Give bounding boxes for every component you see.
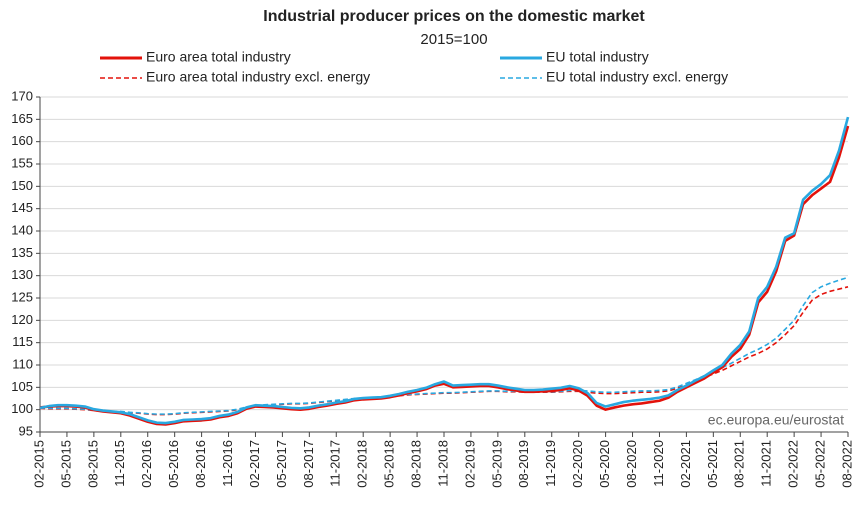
- x-tick-label: 02-2018: [355, 440, 370, 488]
- y-tick-label: 125: [11, 289, 33, 304]
- x-tick-label: 02-2017: [247, 440, 262, 488]
- x-tick-label: 05-2017: [274, 440, 289, 488]
- x-tick-label: 08-2021: [732, 440, 747, 488]
- chart-title: Industrial producer prices on the domest…: [263, 8, 645, 25]
- y-tick-label: 160: [11, 133, 33, 148]
- y-tick-label: 150: [11, 178, 33, 193]
- y-tick-label: 165: [11, 111, 33, 126]
- y-tick-label: 115: [12, 334, 33, 349]
- x-tick-label: 11-2021: [759, 440, 774, 487]
- x-tick-label: 08-2018: [409, 440, 424, 488]
- x-tick-label: 05-2019: [489, 440, 504, 488]
- x-tick-label: 11-2018: [435, 440, 450, 487]
- y-tick-label: 170: [11, 88, 33, 103]
- x-tick-label: 11-2015: [112, 440, 127, 487]
- x-tick-label: 11-2016: [220, 440, 235, 487]
- y-tick-label: 95: [19, 423, 33, 438]
- x-tick-label: 05-2016: [166, 440, 181, 488]
- x-tick-label: 05-2018: [382, 440, 397, 488]
- legend-label: Euro area total industry: [146, 49, 291, 65]
- x-tick-label: 05-2020: [597, 440, 612, 488]
- x-tick-label: 05-2021: [705, 440, 720, 488]
- x-tick-label: 05-2015: [58, 440, 73, 488]
- x-tick-label: 05-2022: [813, 440, 828, 488]
- x-tick-label: 08-2022: [839, 440, 854, 488]
- x-tick-label: 11-2020: [651, 440, 666, 487]
- x-tick-label: 02-2022: [786, 440, 801, 488]
- x-tick-label: 11-2019: [543, 440, 558, 487]
- y-tick-label: 135: [11, 245, 33, 260]
- x-tick-label: 02-2019: [462, 440, 477, 488]
- y-tick-label: 130: [11, 267, 33, 282]
- x-tick-label: 08-2020: [624, 440, 639, 488]
- y-tick-label: 155: [11, 155, 33, 170]
- y-tick-label: 105: [11, 379, 33, 394]
- legend-label: Euro area total industry excl. energy: [146, 69, 370, 85]
- source-label: ec.europa.eu/eurostat: [708, 412, 844, 428]
- legend-label: EU total industry: [546, 49, 649, 65]
- legend-label: EU total industry excl. energy: [546, 69, 728, 85]
- x-tick-label: 08-2016: [193, 440, 208, 488]
- x-tick-label: 08-2017: [301, 440, 316, 488]
- x-tick-label: 02-2021: [678, 440, 693, 488]
- x-tick-label: 02-2020: [570, 440, 585, 488]
- series-line: [39, 286, 849, 416]
- y-tick-label: 120: [11, 312, 33, 327]
- x-tick-label: 02-2016: [139, 440, 154, 488]
- y-tick-label: 110: [12, 356, 33, 371]
- x-tick-label: 08-2019: [516, 440, 531, 488]
- x-tick-label: 11-2017: [328, 440, 343, 487]
- y-tick-label: 100: [11, 401, 33, 416]
- series-line: [39, 116, 850, 425]
- y-tick-label: 145: [11, 200, 33, 215]
- y-tick-label: 140: [11, 222, 33, 237]
- series-line: [39, 125, 850, 426]
- x-tick-label: 02-2015: [31, 440, 46, 488]
- x-tick-label: 08-2015: [85, 440, 100, 488]
- chart-subtitle: 2015=100: [420, 31, 487, 48]
